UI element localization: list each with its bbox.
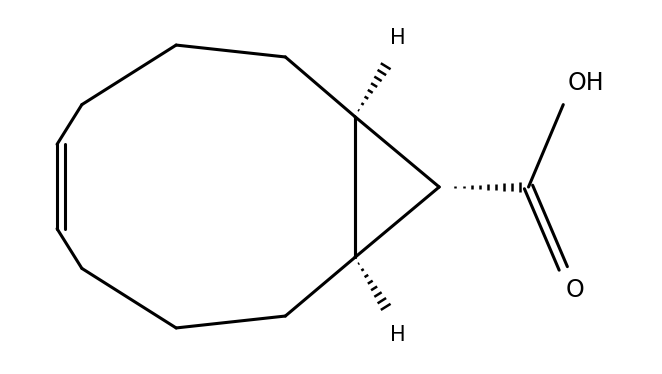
Text: OH: OH: [567, 71, 604, 95]
Text: O: O: [565, 278, 584, 302]
Text: H: H: [390, 28, 405, 48]
Text: H: H: [390, 325, 405, 345]
